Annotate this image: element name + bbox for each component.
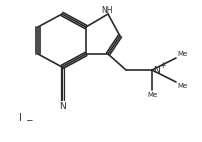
Text: +: + [160,61,166,70]
Text: Me: Me [147,92,157,98]
Text: Me: Me [177,83,187,89]
Text: I: I [19,113,22,123]
Text: N: N [153,65,160,75]
Text: NH: NH [101,6,113,15]
Text: N: N [59,102,65,111]
Text: −: − [25,115,33,124]
Text: Me: Me [177,51,187,57]
